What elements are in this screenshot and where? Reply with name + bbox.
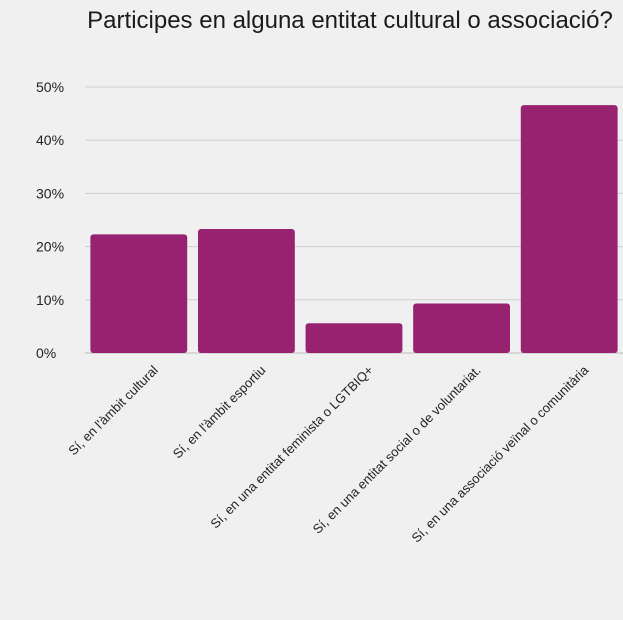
bar (90, 234, 188, 353)
y-tick-label: 0% (36, 345, 56, 361)
x-category-label: Sí, en l'àmbit cultural (65, 362, 161, 458)
y-tick-label: 30% (36, 185, 64, 201)
x-category-label: Sí, en una entitat social o de voluntari… (310, 363, 484, 537)
x-category-label: Sí, en l'àmbit esportiu (170, 363, 269, 462)
x-category-label: Sí, en una associació veïnal o comunitàr… (409, 362, 592, 545)
chart-title: Participes en alguna entitat cultural o … (87, 7, 613, 34)
bar (413, 303, 511, 353)
y-tick-label: 20% (36, 239, 64, 255)
y-tick-label: 10% (36, 292, 64, 308)
bar (197, 229, 295, 353)
y-tick-label: 40% (36, 132, 64, 148)
bar (520, 105, 618, 353)
y-tick-label: 50% (36, 79, 64, 95)
bar (305, 323, 403, 353)
